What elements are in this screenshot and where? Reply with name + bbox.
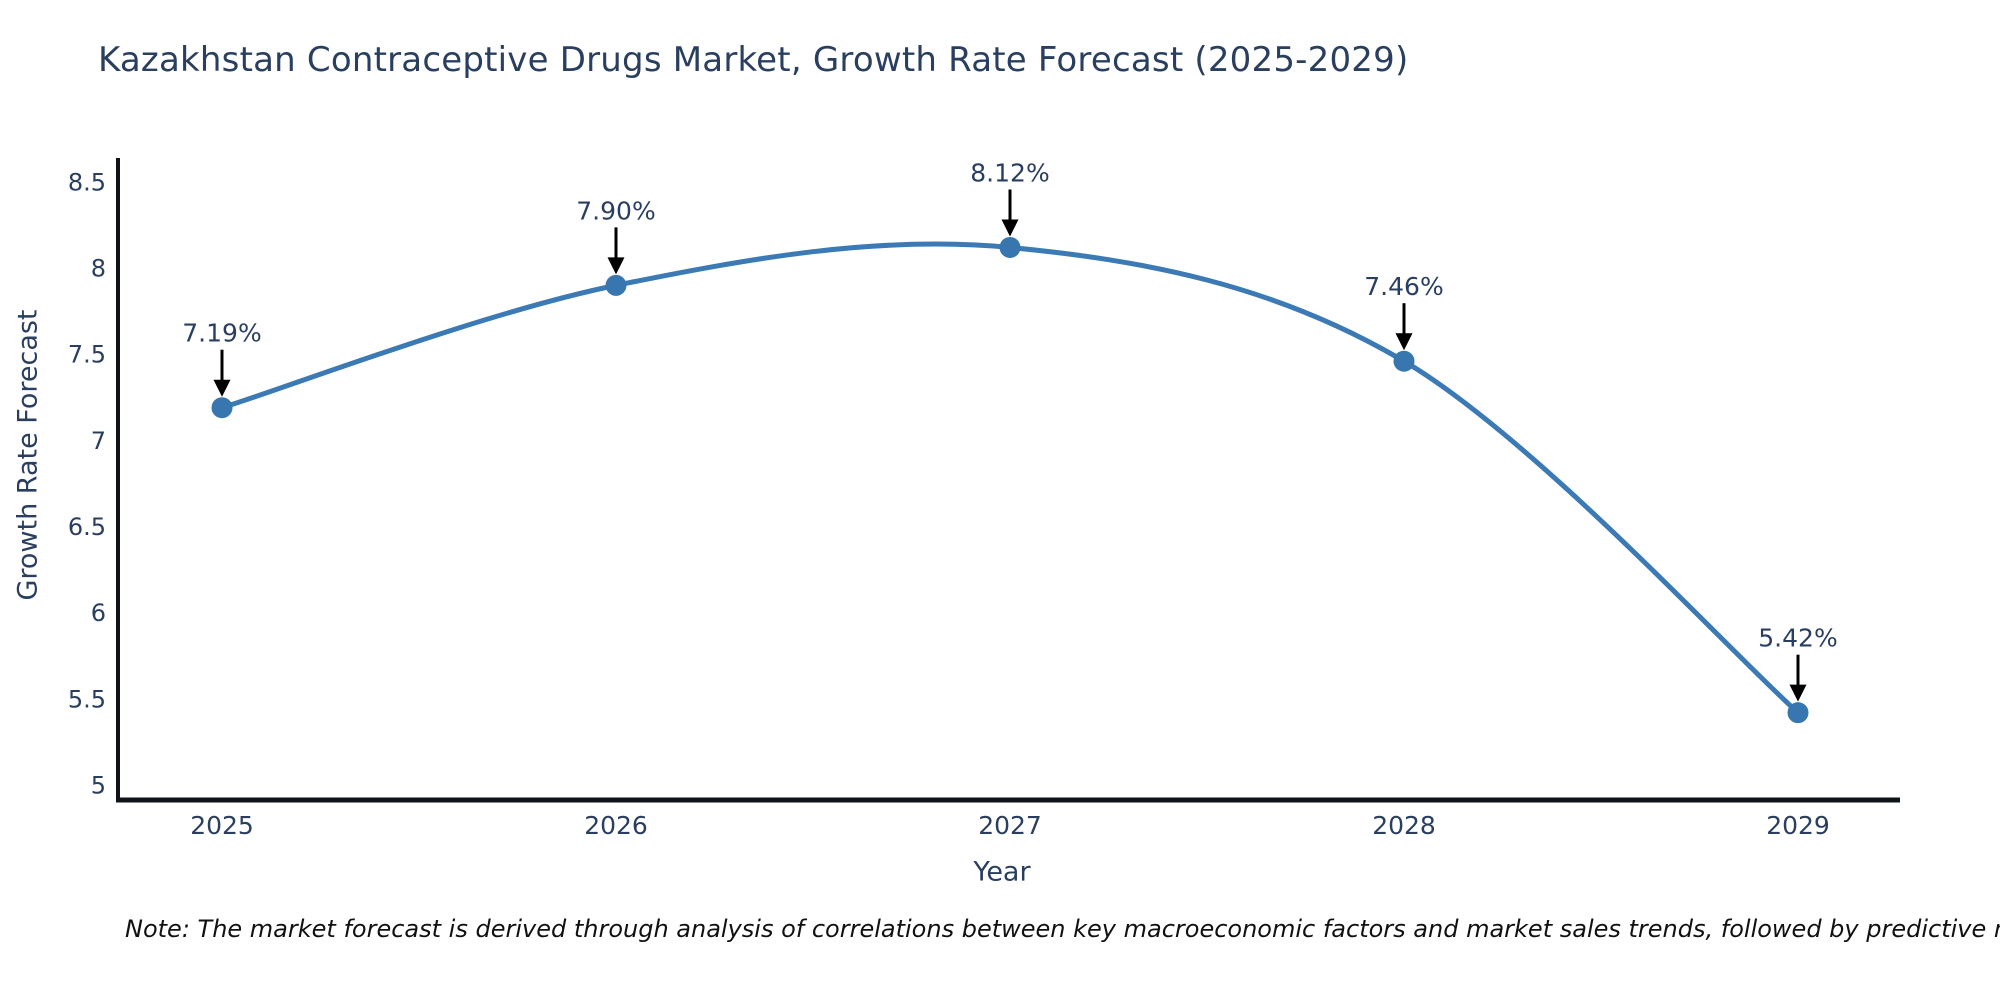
y-tick-label: 8.5 — [68, 168, 106, 196]
chart-title: Kazakhstan Contraceptive Drugs Market, G… — [98, 40, 1409, 80]
annotation-arrow-head — [213, 379, 231, 397]
y-tick-label: 7 — [91, 427, 106, 455]
annotation-arrow-head — [1395, 333, 1413, 351]
data-point-label: 7.46% — [1364, 272, 1443, 301]
y-tick-label: 6.5 — [68, 513, 106, 541]
data-point-label: 7.90% — [576, 196, 655, 225]
annotation-arrow-head — [607, 257, 625, 275]
x-axis-title: Year — [973, 856, 1031, 888]
data-point-label: 8.12% — [970, 158, 1049, 187]
footnote: Note: The market forecast is derived thr… — [125, 915, 2000, 943]
data-point-label: 5.42% — [1758, 624, 1837, 653]
data-point-marker — [1393, 350, 1415, 372]
data-point-label: 7.19% — [182, 319, 261, 348]
data-point-marker — [605, 274, 627, 296]
y-tick-label: 6 — [91, 599, 106, 627]
x-tick-label: 2028 — [1372, 811, 1436, 840]
annotation-arrow-head — [1789, 684, 1807, 702]
data-point-marker — [1787, 702, 1809, 724]
data-point-marker — [211, 397, 233, 419]
y-tick-label: 5.5 — [68, 685, 106, 713]
y-tick-label: 7.5 — [68, 341, 106, 369]
trend-line — [219, 241, 1801, 716]
y-tick-label: 8 — [91, 255, 106, 283]
annotation-arrow-head — [1001, 219, 1019, 237]
x-tick-label: 2029 — [1766, 811, 1830, 840]
x-tick-label: 2025 — [190, 811, 254, 840]
x-tick-label: 2026 — [584, 811, 648, 840]
y-tick-label: 5 — [91, 771, 106, 799]
data-point-marker — [999, 236, 1021, 258]
x-tick-label: 2027 — [978, 811, 1042, 840]
